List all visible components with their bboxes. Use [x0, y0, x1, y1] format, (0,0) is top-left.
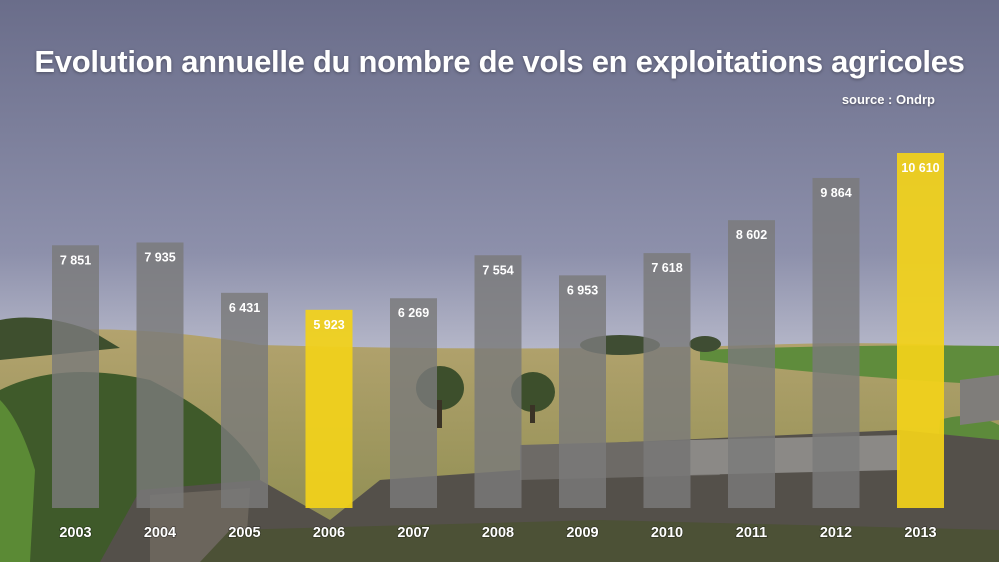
value-label-2011: 8 602 — [736, 228, 767, 242]
chart-source: source : Ondrp — [841, 92, 935, 107]
category-label-2004: 2004 — [144, 525, 176, 541]
bar-2013 — [897, 153, 944, 508]
category-label-2005: 2005 — [228, 525, 260, 541]
category-label-2012: 2012 — [820, 525, 852, 541]
bar-2008 — [474, 255, 522, 508]
bar-2012 — [812, 177, 860, 508]
category-label-2008: 2008 — [482, 525, 514, 541]
value-label-2010: 7 618 — [651, 261, 682, 275]
value-label-2005: 6 431 — [229, 301, 260, 315]
bar-2004 — [136, 242, 184, 509]
value-label-2009: 6 953 — [567, 283, 598, 297]
value-label-2008: 7 554 — [482, 263, 513, 277]
category-label-2010: 2010 — [651, 525, 683, 541]
chart-title: Evolution annuelle du nombre de vols en … — [34, 44, 965, 79]
category-label-2011: 2011 — [736, 525, 767, 541]
category-label-2013: 2013 — [904, 525, 936, 541]
bar-2009 — [559, 275, 606, 508]
value-label-2012: 9 864 — [820, 186, 851, 200]
bar-2006 — [305, 309, 353, 508]
value-label-2006: 5 923 — [313, 318, 344, 332]
bar-2010 — [643, 253, 691, 508]
category-label-2007: 2007 — [397, 525, 429, 541]
value-label-2013: 10 610 — [901, 161, 939, 175]
bar-2007 — [390, 298, 437, 508]
bar-2011 — [728, 220, 775, 508]
category-label-2006: 2006 — [313, 525, 345, 541]
value-label-2007: 6 269 — [398, 306, 429, 320]
bar-2003 — [52, 245, 99, 508]
category-label-2003: 2003 — [59, 525, 91, 541]
value-label-2004: 7 935 — [144, 251, 175, 265]
bar-2005 — [221, 292, 268, 508]
value-label-2003: 7 851 — [60, 253, 91, 267]
category-label-2009: 2009 — [566, 525, 598, 541]
bar-series: 7 851 2003 7 935 2004 6 431 2005 5 923 2006 6 26… — [52, 153, 944, 542]
